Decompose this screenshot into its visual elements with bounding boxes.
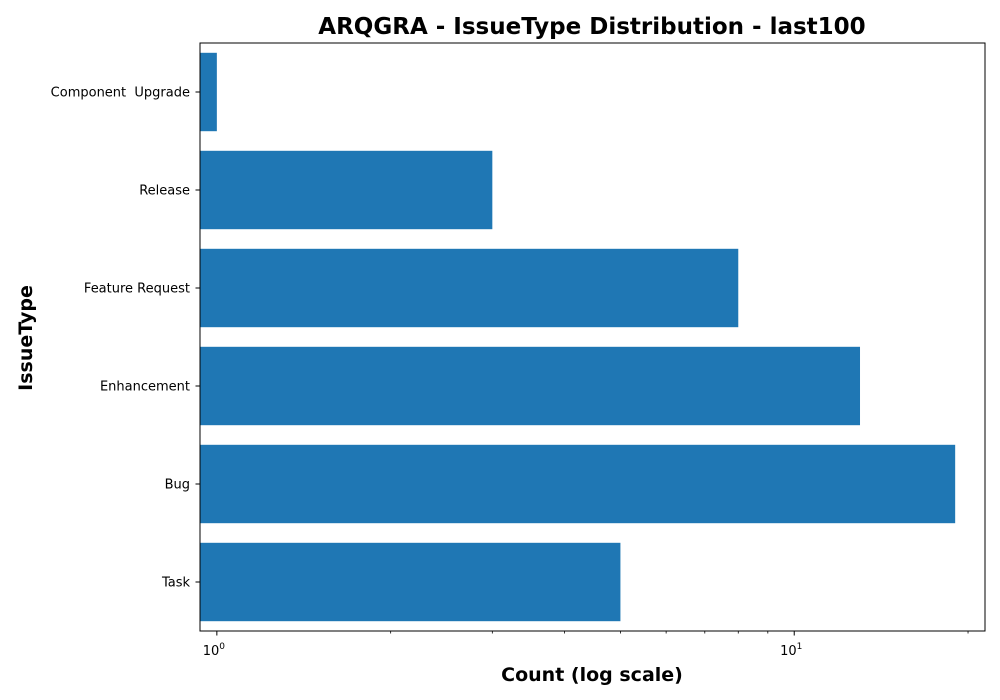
chart-title: ARQGRA - IssueType Distribution - last10… <box>318 14 865 40</box>
y-tick-label: Release <box>139 184 190 199</box>
y-axis-ticks: Component Upgrade Release Feature Request E… <box>51 86 200 591</box>
y-axis-label: IssueType <box>15 285 37 391</box>
bar-task <box>200 542 621 622</box>
y-tick-label: Enhancement <box>100 380 190 395</box>
y-tick-label: Bug <box>165 478 190 493</box>
bar-bug <box>200 444 956 524</box>
x-tick-label: 100 <box>203 642 226 659</box>
y-tick-label: Component Upgrade <box>51 86 190 101</box>
bar-release <box>200 150 493 230</box>
x-axis-ticks: 100 101 <box>203 631 969 659</box>
y-tick-label: Task <box>161 576 191 591</box>
x-axis-label: Count (log scale) <box>501 664 683 686</box>
bar-enhancement <box>200 346 861 426</box>
x-tick-label: 101 <box>780 642 802 659</box>
bars-group <box>200 52 956 622</box>
bar-component-upgrade <box>200 52 217 132</box>
plot-area-frame <box>199 42 986 632</box>
y-tick-label: Feature Request <box>84 282 190 297</box>
bar-feature-request <box>200 248 739 328</box>
